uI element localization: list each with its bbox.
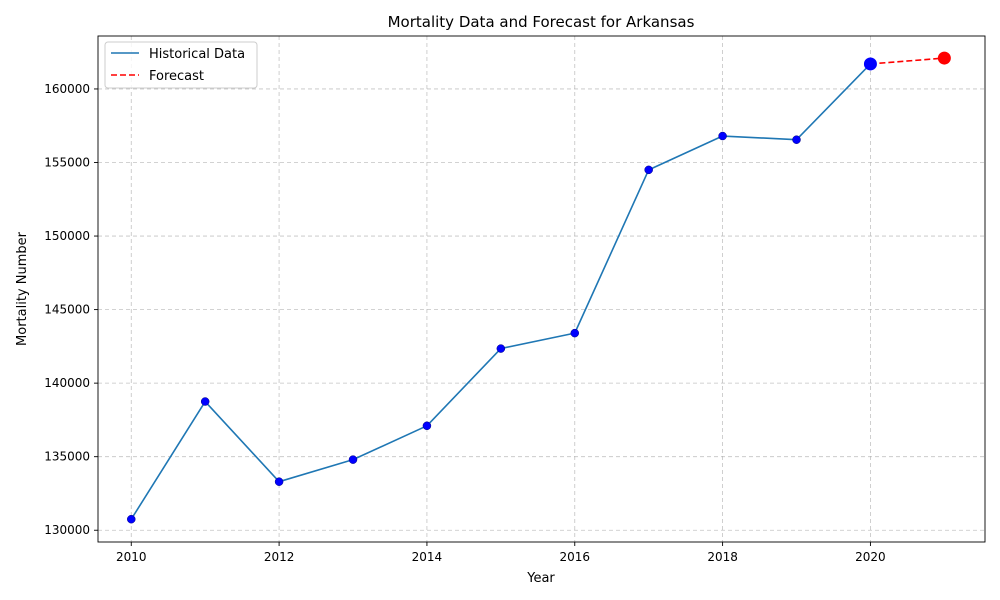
x-tick-label: 2014 [412, 550, 443, 564]
legend-box [104, 41, 258, 89]
historical-point [718, 131, 727, 141]
plot-frame [97, 35, 986, 543]
y-tick-label: 160000 [44, 82, 90, 96]
historical-point [496, 344, 506, 353]
historical-point [127, 514, 136, 524]
y-tick-label: 130000 [44, 523, 90, 537]
y-tick-label: 150000 [44, 229, 90, 243]
latest-historical-point [863, 57, 877, 71]
y-axis-title: Mortality Number [15, 231, 30, 346]
historical-point [422, 421, 432, 431]
y-tick-label: 135000 [44, 450, 90, 464]
historical-point [200, 397, 210, 406]
historical-point [792, 135, 801, 144]
tick-layer: 2010 2012 2014 2016 2018 2020 130000 135000 1400… [44, 82, 886, 564]
legend-historical-label: Historical Data [149, 47, 245, 62]
y-tick-label: 140000 [44, 376, 90, 390]
x-tick-label: 2018 [707, 550, 738, 564]
x-tick-label: 2010 [116, 550, 147, 564]
forecast-line [870, 57, 945, 65]
historical-point [274, 477, 284, 486]
legend: Historical Data Forecast [104, 41, 258, 89]
historical-point [644, 165, 653, 175]
legend-forecast-label: Forecast [149, 69, 204, 84]
historical-point [348, 455, 358, 464]
marker-layer [127, 51, 951, 524]
chart-title: Mortality Data and Forecast for Arkansas [388, 13, 695, 31]
historical-point [570, 328, 580, 338]
x-tick-label: 2016 [559, 550, 590, 564]
x-tick-label: 2020 [855, 550, 886, 564]
x-tick-label: 2012 [264, 550, 295, 564]
y-tick-label: 145000 [44, 303, 90, 317]
x-axis-title: Year [526, 571, 555, 586]
grid-layer [98, 36, 985, 542]
y-tick-label: 155000 [44, 156, 90, 170]
forecast-point [937, 51, 951, 65]
